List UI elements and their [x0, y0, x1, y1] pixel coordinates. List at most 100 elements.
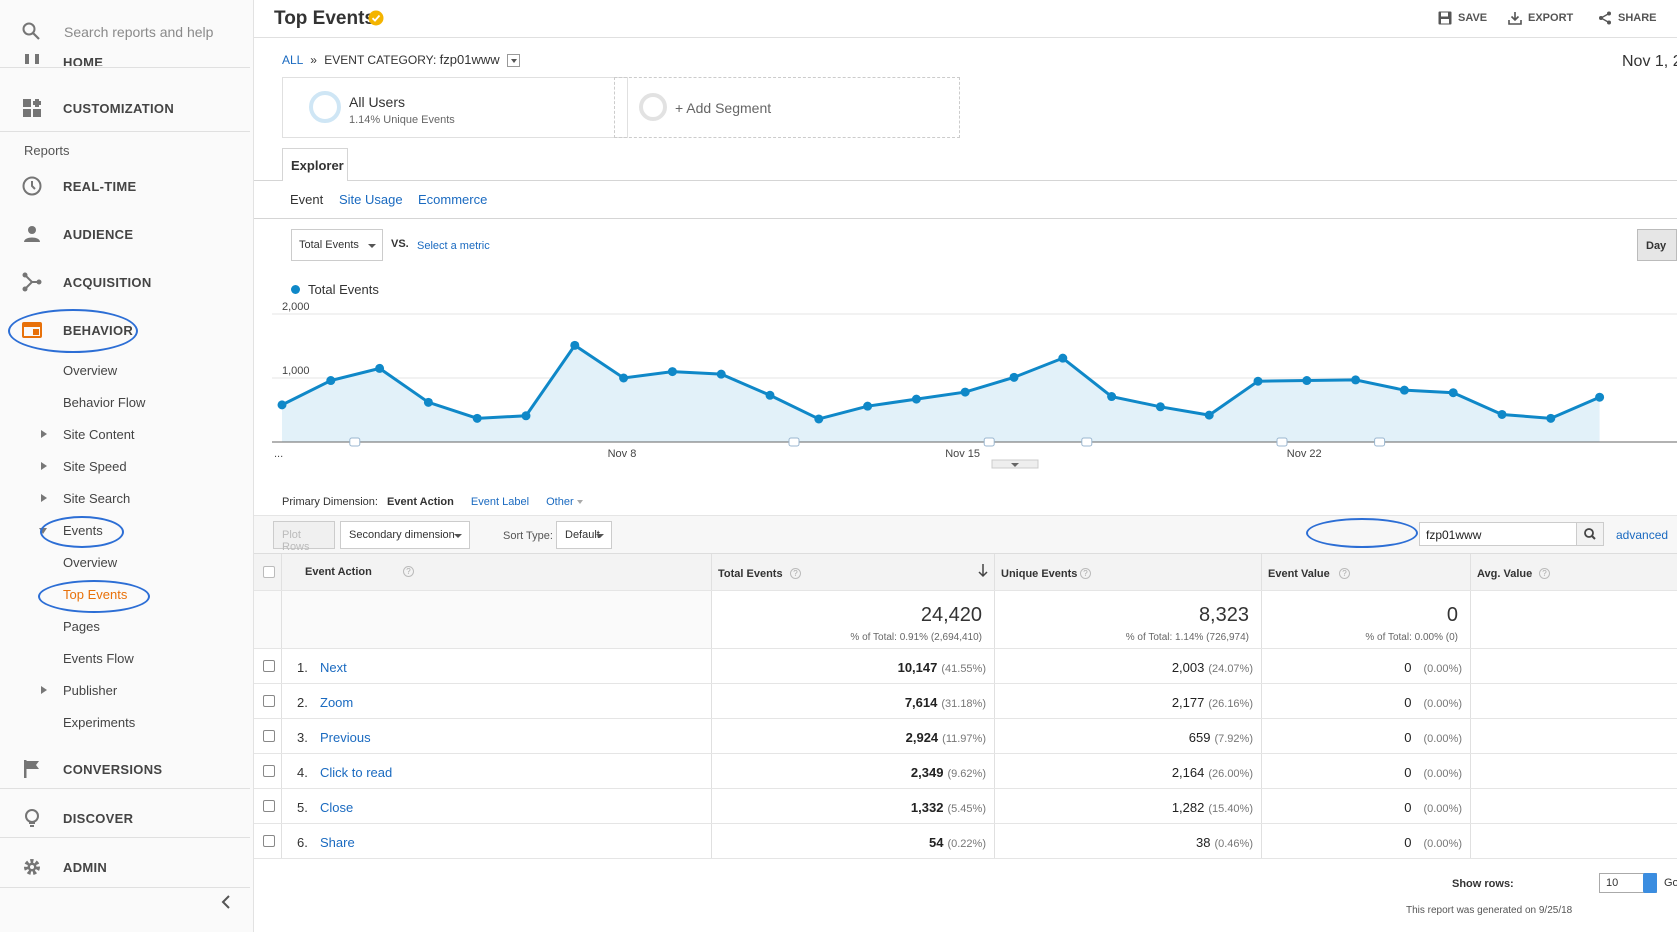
- row-event-action-link[interactable]: Close: [320, 800, 354, 815]
- share-button[interactable]: SHARE: [1598, 11, 1657, 25]
- row-unique-events-pct: (26.16%): [1208, 698, 1253, 710]
- nav-conversions[interactable]: CONVERSIONS: [0, 751, 253, 787]
- row-event-value-pct: (0.00%): [1423, 698, 1462, 710]
- nav-admin[interactable]: ADMIN: [0, 849, 253, 885]
- nav-events[interactable]: Events: [39, 523, 103, 538]
- category-dropdown-button[interactable]: [506, 54, 520, 68]
- select-all-checkbox[interactable]: [263, 566, 275, 578]
- tab-explorer[interactable]: Explorer: [282, 148, 348, 181]
- nav-home[interactable]: HOME: [0, 42, 253, 66]
- nav-behavior-overview[interactable]: Overview: [63, 363, 118, 378]
- row-checkbox[interactable]: [263, 695, 275, 707]
- nav-publisher[interactable]: Publisher: [40, 683, 118, 698]
- export-label: EXPORT: [1528, 12, 1574, 24]
- row-event-value: 0 (0.00%): [1404, 730, 1462, 745]
- subtab-ecommerce[interactable]: Ecommerce: [418, 192, 488, 207]
- help-icon[interactable]: ?: [1080, 568, 1091, 579]
- nav-conversions-label: CONVERSIONS: [63, 762, 163, 777]
- help-icon[interactable]: ?: [1339, 568, 1350, 579]
- export-button[interactable]: EXPORT: [1508, 11, 1573, 25]
- row-unique-events-cell: 1,282 (15.40%): [995, 789, 1262, 823]
- advanced-filter-link[interactable]: advanced: [1616, 528, 1669, 542]
- row-checkbox[interactable]: [263, 835, 275, 847]
- primary-dimension-event-label[interactable]: Event Label: [470, 496, 530, 508]
- help-icon[interactable]: ?: [1539, 568, 1550, 579]
- chart-point: [326, 376, 336, 386]
- row-total-events-value: 54: [929, 835, 944, 850]
- subtab-event[interactable]: Event: [290, 192, 324, 207]
- row-event-action-link[interactable]: Zoom: [320, 695, 354, 710]
- nav-customization[interactable]: CUSTOMIZATION: [0, 90, 253, 126]
- search-input[interactable]: Search reports and help: [64, 24, 214, 40]
- row-avg-value-cell: [1471, 719, 1677, 753]
- row-checkbox[interactable]: [263, 800, 275, 812]
- row-event-action-link[interactable]: Click to read: [320, 765, 393, 780]
- chart-point: [619, 373, 629, 383]
- metric-select[interactable]: Total Events: [291, 229, 383, 261]
- row-unique-events: 2,177 (26.16%): [1172, 695, 1253, 710]
- column-unique-events[interactable]: Unique Events?: [995, 554, 1262, 590]
- primary-dimension-other[interactable]: Other: [546, 496, 574, 508]
- subtab-site-usage[interactable]: Site Usage: [339, 192, 403, 207]
- row-unique-events-pct: (26.00%): [1208, 768, 1253, 780]
- sort-descending-icon[interactable]: [978, 564, 988, 581]
- row-total-events-cell: 10,147 (41.55%): [712, 649, 995, 683]
- day-button[interactable]: Day: [1637, 229, 1677, 261]
- sort-type-select[interactable]: Default: [556, 521, 612, 549]
- row-event-action-link[interactable]: Previous: [320, 730, 371, 745]
- column-avg-value[interactable]: Avg. Value?: [1471, 554, 1677, 590]
- nav-acquisition[interactable]: ACQUISITION: [0, 264, 253, 300]
- breadcrumb-all-link[interactable]: ALL: [282, 53, 303, 67]
- chart-point: [765, 390, 775, 400]
- nav-audience[interactable]: AUDIENCE: [0, 216, 253, 252]
- nav-discover[interactable]: DISCOVER: [0, 800, 253, 836]
- primary-dimension-label: Primary Dimension:: [282, 496, 378, 508]
- go-button[interactable]: Go: [1664, 877, 1677, 889]
- add-segment-button[interactable]: + Add Segment: [614, 77, 960, 138]
- segment-all-users[interactable]: All Users 1.14% Unique Events: [282, 77, 628, 138]
- select-metric-link[interactable]: Select a metric: [417, 240, 490, 252]
- row-checkbox[interactable]: [263, 765, 275, 777]
- lightbulb-icon: [22, 808, 44, 830]
- home-icon: [22, 46, 44, 66]
- show-rows-select[interactable]: 10: [1599, 873, 1657, 893]
- row-total-events-pct: (9.62%): [947, 768, 986, 780]
- chevron-left-icon[interactable]: [220, 895, 232, 912]
- nav-experiments[interactable]: Experiments: [63, 715, 136, 730]
- totals-event-value: 0 % of Total: 0.00% (0): [1262, 591, 1471, 648]
- nav-site-speed[interactable]: Site Speed: [41, 459, 127, 474]
- sidebar-search[interactable]: Search reports and help: [0, 0, 253, 64]
- plot-rows-button[interactable]: Plot Rows: [273, 521, 335, 553]
- row-event-value-cell: 0 (0.00%): [1262, 649, 1471, 683]
- filter-search-button[interactable]: [1576, 522, 1604, 546]
- row-checkbox[interactable]: [263, 660, 275, 672]
- date-range[interactable]: Nov 1, 2: [1622, 53, 1677, 70]
- nav-realtime[interactable]: REAL-TIME: [0, 168, 253, 204]
- primary-dimension-current[interactable]: Event Action: [387, 496, 454, 508]
- nav-events-flow[interactable]: Events Flow: [63, 651, 134, 666]
- nav-behavior-flow[interactable]: Behavior Flow: [63, 395, 146, 410]
- secondary-dimension-select[interactable]: Secondary dimension: [340, 521, 470, 549]
- nav-customization-label: CUSTOMIZATION: [63, 101, 175, 116]
- save-button[interactable]: SAVE: [1438, 11, 1487, 25]
- row-event-action-link[interactable]: Share: [320, 835, 355, 850]
- nav-site-content[interactable]: Site Content: [41, 427, 135, 442]
- nav-site-search[interactable]: Site Search: [40, 491, 131, 506]
- nav-top-events[interactable]: Top Events: [63, 587, 128, 602]
- table-filter-input[interactable]: fzp01www: [1419, 522, 1577, 546]
- nav-events-overview[interactable]: Overview: [63, 555, 118, 570]
- totals-unique-events-value: 8,323: [1198, 604, 1249, 626]
- nav-pages[interactable]: Pages: [63, 619, 100, 634]
- help-icon[interactable]: ?: [790, 568, 801, 579]
- row-unique-events-pct: (15.40%): [1208, 803, 1253, 815]
- row-checkbox[interactable]: [263, 730, 275, 742]
- help-icon[interactable]: ?: [403, 566, 414, 577]
- totals-blank-cell: [254, 591, 282, 648]
- header-checkbox-cell: [254, 554, 282, 590]
- column-event-value[interactable]: Event Value?: [1262, 554, 1471, 590]
- nav-behavior[interactable]: BEHAVIOR: [0, 312, 253, 348]
- chart-x-tick-label: Nov 8: [608, 448, 637, 460]
- column-total-events[interactable]: Total Events?: [712, 554, 995, 590]
- column-event-action[interactable]: Event Action?: [282, 554, 712, 590]
- row-event-action-link[interactable]: Next: [320, 660, 347, 675]
